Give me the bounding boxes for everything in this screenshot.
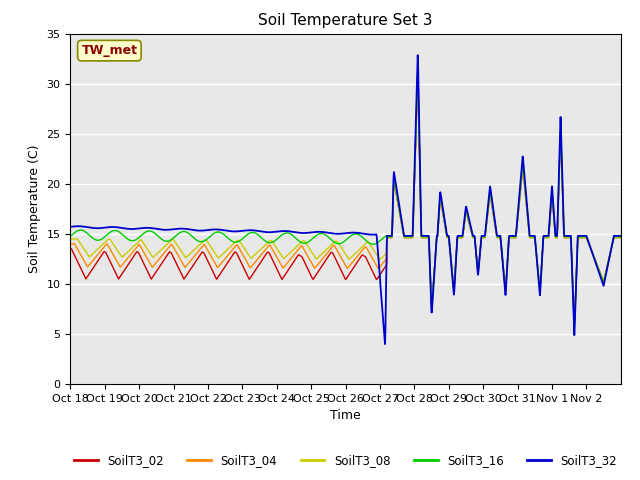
SoilT3_02 xyxy=(77,265,84,271)
Title: Soil Temperature Set 3: Soil Temperature Set 3 xyxy=(259,13,433,28)
SoilT3_32 xyxy=(348,230,356,236)
SoilT3_02 xyxy=(316,267,323,273)
SoilT3_16 xyxy=(316,231,323,237)
Line: SoilT3_04: SoilT3_04 xyxy=(70,76,621,325)
SoilT3_08 xyxy=(316,253,323,259)
SoilT3_32 xyxy=(67,224,74,230)
SoilT3_32 xyxy=(381,341,389,347)
Line: SoilT3_02: SoilT3_02 xyxy=(70,79,621,325)
SoilT3_08 xyxy=(617,235,625,240)
SoilT3_04 xyxy=(570,323,578,328)
SoilT3_16 xyxy=(414,68,422,73)
SoilT3_32 xyxy=(447,252,454,257)
SoilT3_08 xyxy=(165,240,173,245)
SoilT3_08 xyxy=(582,235,590,240)
SoilT3_16 xyxy=(446,247,454,253)
SoilT3_02 xyxy=(446,248,454,253)
SoilT3_16 xyxy=(348,232,356,238)
SoilT3_08 xyxy=(446,248,454,254)
SoilT3_16 xyxy=(617,234,625,240)
SoilT3_08 xyxy=(67,236,74,242)
SoilT3_02 xyxy=(617,235,625,240)
SoilT3_08 xyxy=(77,241,84,247)
SoilT3_16 xyxy=(77,227,84,233)
SoilT3_16 xyxy=(570,325,578,331)
Legend: SoilT3_02, SoilT3_04, SoilT3_08, SoilT3_16, SoilT3_32: SoilT3_02, SoilT3_04, SoilT3_08, SoilT3_… xyxy=(70,449,621,472)
SoilT3_16 xyxy=(165,238,173,244)
SoilT3_08 xyxy=(348,253,356,259)
SoilT3_02 xyxy=(570,322,578,328)
SoilT3_32 xyxy=(316,229,323,235)
SoilT3_32 xyxy=(77,223,84,229)
SoilT3_32 xyxy=(414,52,422,58)
SoilT3_04 xyxy=(414,73,422,79)
SoilT3_04 xyxy=(77,252,84,258)
SoilT3_32 xyxy=(582,233,590,239)
Text: TW_met: TW_met xyxy=(81,44,138,57)
SoilT3_04 xyxy=(348,260,356,266)
SoilT3_02 xyxy=(414,76,422,82)
SoilT3_16 xyxy=(67,233,74,239)
SoilT3_04 xyxy=(316,260,323,265)
SoilT3_32 xyxy=(617,233,625,239)
SoilT3_04 xyxy=(617,234,625,240)
SoilT3_04 xyxy=(582,234,590,240)
SoilT3_16 xyxy=(582,234,590,240)
SoilT3_02 xyxy=(348,267,356,273)
Line: SoilT3_08: SoilT3_08 xyxy=(70,75,621,327)
Line: SoilT3_16: SoilT3_16 xyxy=(70,71,621,328)
SoilT3_02 xyxy=(67,246,74,252)
SoilT3_04 xyxy=(446,247,454,253)
SoilT3_08 xyxy=(570,324,578,330)
SoilT3_32 xyxy=(165,227,173,233)
SoilT3_04 xyxy=(165,244,173,250)
SoilT3_02 xyxy=(582,235,590,240)
Y-axis label: Soil Temperature (C): Soil Temperature (C) xyxy=(28,144,41,273)
Line: SoilT3_32: SoilT3_32 xyxy=(70,55,621,344)
SoilT3_04 xyxy=(67,241,74,247)
X-axis label: Time: Time xyxy=(330,409,361,422)
SoilT3_02 xyxy=(165,250,173,255)
SoilT3_08 xyxy=(414,72,422,78)
